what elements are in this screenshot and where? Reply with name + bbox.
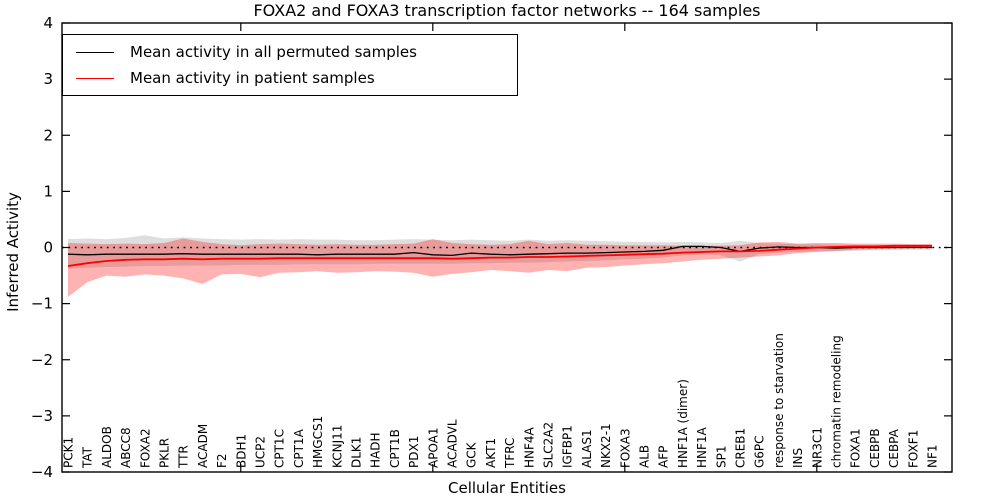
series-line-permuted <box>67 245 932 257</box>
legend-item-patient: Mean activity in patient samples <box>63 69 517 87</box>
x-category-label: NKX2-1 <box>599 423 613 468</box>
y-tick-label: −2 <box>31 351 53 369</box>
x-category-label: TFRC <box>503 438 517 469</box>
x-category-label: HADH <box>369 433 383 469</box>
x-category-label: HNF4A <box>522 426 536 468</box>
x-category-label: SP1 <box>714 446 728 469</box>
x-category-label: SLC2A2 <box>542 422 556 468</box>
x-category-label: NF1 <box>926 444 940 468</box>
x-category-label: CREB1 <box>734 428 748 468</box>
x-category-label: UCP2 <box>254 436 268 468</box>
confidence-band-patient <box>68 238 932 297</box>
y-tick-label: 2 <box>43 126 53 144</box>
y-tick-label: 4 <box>43 14 53 32</box>
x-category-label: TAT <box>81 446 95 469</box>
x-category-label: response to starvation <box>772 333 786 468</box>
x-category-label: TTR <box>177 445 191 469</box>
x-category-label: FOXA3 <box>618 428 632 468</box>
x-category-label: INS <box>791 448 805 468</box>
x-category-label: CEBPA <box>887 428 901 468</box>
legend-label-permuted: Mean activity in all permuted samples <box>130 43 417 61</box>
x-category-label: CPT1A <box>292 428 306 468</box>
x-category-label: F2 <box>215 453 229 468</box>
legend-line-permuted-swatch <box>76 51 114 53</box>
confidence-band-permuted <box>68 235 932 269</box>
chart-title: FOXA2 and FOXA3 transcription factor net… <box>253 1 761 20</box>
x-category-label: CPT1B <box>388 429 402 468</box>
x-category-label: AKT1 <box>484 438 498 468</box>
x-category-label: PCK1 <box>62 437 76 468</box>
x-category-label: HNF1A (dimer) <box>676 379 690 468</box>
x-category-label: chromatin remodeling <box>830 335 844 468</box>
series-line-patient <box>67 244 932 267</box>
y-tick-label: −3 <box>31 407 53 425</box>
x-category-label: IGFBP1 <box>561 425 575 468</box>
x-category-label: PDX1 <box>407 436 421 468</box>
x-category-label: CEBPB <box>868 428 882 468</box>
x-category-label: KCNJ11 <box>330 425 344 468</box>
x-category-label: PKLR <box>158 438 172 468</box>
legend-label-patient: Mean activity in patient samples <box>130 69 375 87</box>
x-category-label: AFP <box>657 446 671 468</box>
y-tick-label: 3 <box>43 70 53 88</box>
x-category-label: FOXF1 <box>906 430 920 468</box>
x-category-label: FOXA2 <box>138 428 152 468</box>
x-category-label: ACADM <box>196 424 210 468</box>
legend-item-permuted: Mean activity in all permuted samples <box>63 43 517 61</box>
x-category-label: ACADVL <box>446 419 460 468</box>
x-category-label: ABCC8 <box>119 427 133 468</box>
y-tick-label: 1 <box>43 182 53 200</box>
x-category-label: ALDOB <box>100 426 114 468</box>
legend: Mean activity in all permuted samples Me… <box>62 34 518 96</box>
x-category-label: FOXA1 <box>849 428 863 468</box>
x-category-label: G6PC <box>753 435 767 468</box>
y-tick-label: 0 <box>43 239 53 257</box>
y-axis-label: Inferred Activity <box>4 192 22 312</box>
x-axis-label: Cellular Entities <box>448 479 566 497</box>
x-category-label: HMGCS1 <box>311 416 325 468</box>
x-category-label: APOA1 <box>426 427 440 468</box>
x-category-label: DLK1 <box>350 437 364 468</box>
x-category-label: ALB <box>638 445 652 468</box>
x-category-label: HNF1A <box>695 426 709 468</box>
x-category-label: CPT1C <box>273 429 287 468</box>
x-category-label: GCK <box>465 441 479 468</box>
y-tick-label: −1 <box>31 295 53 313</box>
x-category-label: ALAS1 <box>580 429 594 468</box>
legend-line-patient-swatch <box>76 77 114 79</box>
x-category-label: BDH1 <box>234 434 248 468</box>
x-category-label: NR3C1 <box>810 427 824 468</box>
y-tick-label: −4 <box>31 463 53 481</box>
